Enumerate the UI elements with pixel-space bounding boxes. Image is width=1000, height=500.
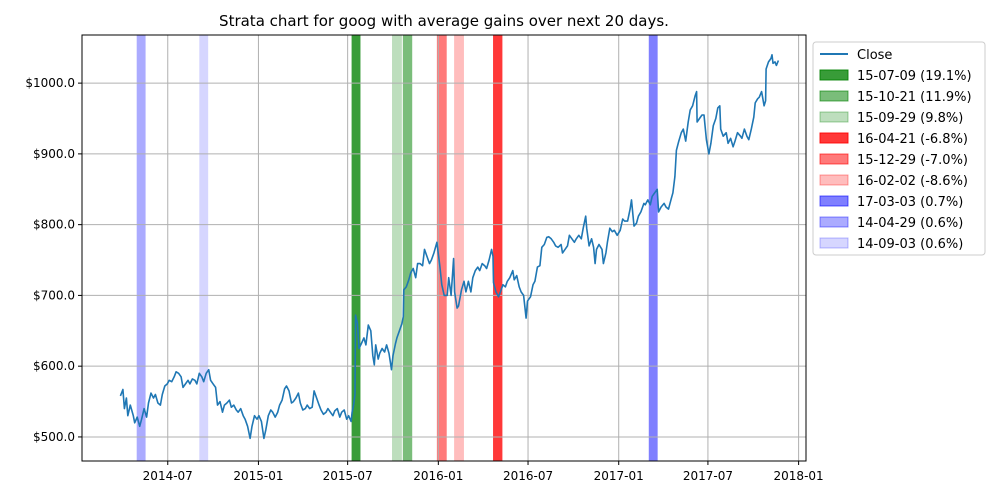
series-line-close: [119, 53, 780, 440]
band-7: [136, 35, 146, 461]
legend-label-band-8: 14-09-03 (0.6%): [857, 237, 963, 252]
legend-swatch-band-5: [819, 174, 849, 186]
x-tick-label-6: 2017-07: [683, 469, 733, 483]
y-tick-label-2: $700.0: [33, 288, 75, 302]
legend-label-band-5: 16-02-02 (-8.6%): [857, 174, 968, 189]
legend-label-close: Close: [857, 48, 892, 63]
band-5: [454, 35, 464, 461]
legend-label-band-3: 16-04-21 (-6.8%): [857, 132, 968, 147]
x-axis-ticks: 2014-07 2015-01 2015-07 2016-01 2016-07 2017-…: [143, 461, 824, 483]
legend-swatch-band-8: [819, 237, 849, 249]
x-tick-label-0: 2014-07: [143, 469, 193, 483]
legend-label-band-7: 14-04-29 (0.6%): [857, 216, 963, 231]
band-2: [392, 35, 402, 461]
band-4: [436, 35, 447, 461]
chart-title: Strata chart for goog with average gains…: [219, 12, 669, 30]
x-tick-label-7: 2018-01: [774, 469, 824, 483]
highlight-bands: [136, 35, 658, 461]
legend: Close 15-07-09 (19.1%) 15-10-21 (11.9%) 15-…: [812, 41, 986, 256]
y-tick-label-3: $800.0: [33, 218, 75, 232]
x-tick-label-5: 2017-01: [594, 469, 644, 483]
x-tick-label-3: 2016-01: [413, 469, 463, 483]
x-tick-label-2: 2015-07: [323, 469, 373, 483]
x-tick-label-1: 2015-01: [233, 469, 283, 483]
y-tick-label-0: $500.0: [33, 430, 75, 444]
x-tick-label-4: 2016-07: [503, 469, 553, 483]
legend-swatch-band-0: [819, 69, 849, 81]
legend-swatch-band-6: [819, 195, 849, 207]
legend-swatch-band-7: [819, 216, 849, 228]
legend-items: Close 15-07-09 (19.1%) 15-10-21 (11.9%) 15-…: [819, 48, 972, 252]
legend-swatch-band-4: [819, 153, 849, 165]
legend-label-band-2: 15-09-29 (9.8%): [857, 111, 963, 126]
legend-label-band-0: 15-07-09 (19.1%): [857, 69, 972, 84]
band-8: [199, 35, 209, 461]
band-1: [402, 35, 413, 461]
legend-label-band-4: 15-12-29 (-7.0%): [857, 153, 968, 168]
legend-swatch-band-2: [819, 111, 849, 123]
band-0: [351, 35, 361, 461]
band-6: [648, 35, 658, 461]
legend-label-band-6: 17-03-03 (0.7%): [857, 195, 963, 210]
y-tick-label-1: $600.0: [33, 359, 75, 373]
plot-frame: [81, 34, 807, 462]
y-tick-label-5: $1000.0: [25, 76, 75, 90]
grid-lines: [82, 35, 806, 461]
legend-swatch-band-1: [819, 90, 849, 102]
legend-swatch-band-3: [819, 132, 849, 144]
legend-frame: [812, 41, 986, 256]
legend-label-band-1: 15-10-21 (11.9%): [857, 90, 972, 105]
y-tick-label-4: $900.0: [33, 147, 75, 161]
series-layer: [119, 53, 780, 440]
band-3: [493, 35, 503, 461]
y-axis-ticks: $500.0 $600.0 $700.0 $800.0 $900.0 $1000.0: [25, 76, 82, 444]
